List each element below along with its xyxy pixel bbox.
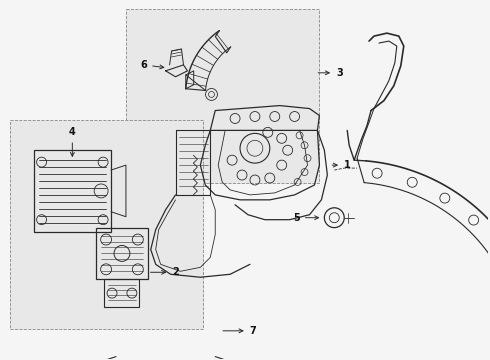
Text: 3: 3 [318, 68, 343, 78]
Text: 5: 5 [293, 213, 318, 223]
Text: 4: 4 [69, 127, 76, 156]
Bar [34, 150, 111, 231]
Text: 6: 6 [141, 60, 164, 70]
Text: 2: 2 [150, 267, 179, 277]
Bar [126, 9, 319, 183]
Text: 1: 1 [332, 160, 350, 170]
Text: 7: 7 [223, 326, 256, 336]
Bar [10, 121, 203, 329]
Bar [96, 228, 148, 279]
Bar [104, 279, 139, 307]
